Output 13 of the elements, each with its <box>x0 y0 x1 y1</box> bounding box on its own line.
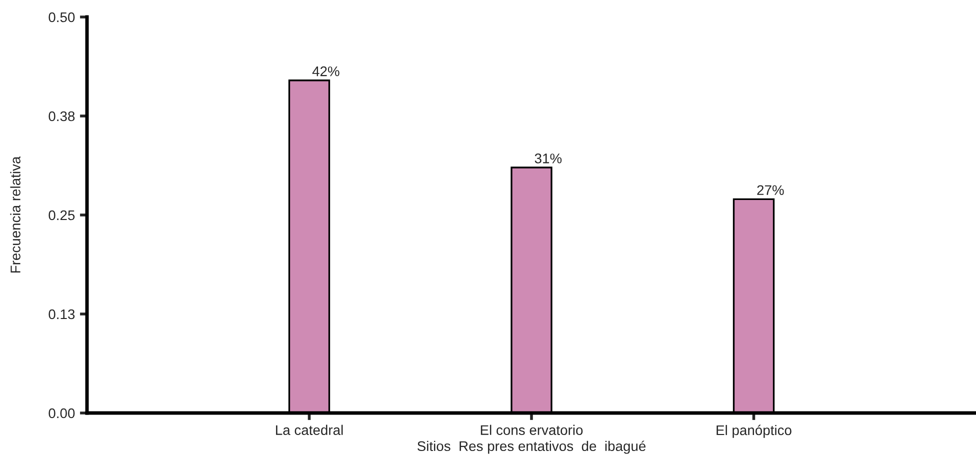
x-tick-label: El panóptico <box>716 424 792 438</box>
y-axis-title: Frecuencia relativa <box>10 156 20 273</box>
y-tick-label: 0.38 <box>48 111 75 122</box>
x-tick-label: El cons ervatorio <box>480 424 583 436</box>
x-tick-label: La catedral <box>276 424 343 436</box>
x-axis-title: Sitios Res pres entativos de ibagué <box>417 440 646 454</box>
data-label: 27% <box>757 185 784 195</box>
y-tick-label: 0.00 <box>48 408 75 418</box>
y-tick-label: 0.50 <box>48 12 75 22</box>
data-label: 31% <box>534 154 562 164</box>
y-tick-label: 0.13 <box>48 309 75 320</box>
y-tick-label: 0.25 <box>48 210 75 220</box>
data-label: 42% <box>312 66 340 76</box>
